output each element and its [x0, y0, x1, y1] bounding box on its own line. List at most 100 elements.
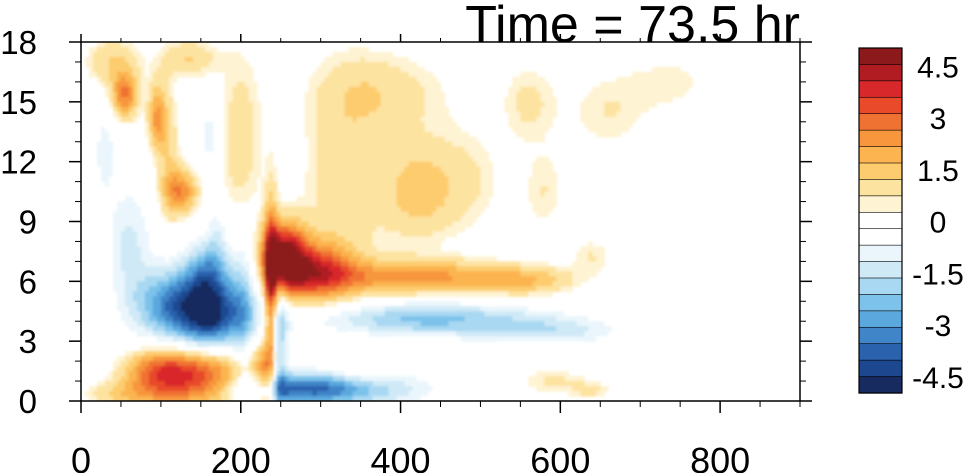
field-cell	[476, 201, 482, 208]
field-cell	[428, 331, 434, 337]
field-cell	[364, 191, 370, 198]
field-cell	[364, 71, 370, 78]
field-cell	[584, 246, 589, 253]
field-cell	[128, 211, 134, 218]
field-cell	[312, 196, 318, 203]
field-cell	[216, 286, 222, 292]
field-cell	[452, 146, 458, 153]
field-cell	[404, 141, 410, 148]
field-cell	[368, 121, 374, 128]
field-cell	[268, 316, 274, 322]
field-cell	[164, 61, 170, 68]
field-cell	[392, 176, 398, 183]
field-cell	[120, 86, 126, 93]
field-cell	[272, 296, 278, 302]
field-cell	[188, 296, 194, 302]
field-cell	[140, 241, 146, 248]
field-cell	[260, 266, 266, 272]
field-cell	[124, 51, 130, 58]
field-cell	[336, 96, 342, 103]
field-cell	[608, 106, 613, 113]
field-cell	[104, 161, 110, 168]
field-cell	[392, 236, 398, 243]
field-cell	[516, 266, 521, 272]
field-cell	[336, 221, 342, 228]
field-cell	[380, 111, 386, 118]
field-cell	[396, 211, 402, 218]
field-cell	[124, 281, 130, 287]
field-cell	[656, 66, 661, 73]
field-cell	[424, 151, 430, 158]
field-cell	[420, 261, 426, 267]
field-cell	[420, 76, 426, 83]
field-cell	[392, 156, 398, 163]
field-cell	[412, 171, 418, 178]
field-cell	[612, 91, 617, 98]
field-cell	[144, 231, 150, 238]
field-cell	[192, 256, 198, 262]
field-cell	[368, 76, 374, 83]
field-cell	[344, 101, 350, 108]
field-cell	[432, 191, 438, 198]
field-cell	[336, 56, 342, 63]
field-cell	[276, 251, 282, 258]
field-cell	[412, 321, 418, 327]
field-cell	[368, 236, 374, 243]
field-cell	[368, 126, 374, 133]
field-cell	[540, 131, 545, 138]
field-cell	[312, 146, 318, 153]
field-cell	[324, 91, 330, 98]
field-cell	[536, 311, 541, 317]
field-cell	[132, 301, 138, 307]
field-cell	[424, 241, 430, 248]
field-cell	[504, 326, 509, 332]
field-cell	[408, 236, 414, 243]
field-cell	[432, 111, 438, 118]
field-cell	[364, 311, 370, 317]
field-cell	[364, 61, 370, 68]
field-cell	[532, 126, 537, 133]
field-cell	[252, 116, 258, 123]
field-cell	[148, 86, 154, 93]
field-cell	[360, 141, 366, 148]
field-cell	[392, 206, 398, 213]
field-cell	[200, 256, 206, 262]
field-cell	[196, 196, 202, 203]
field-cell	[300, 286, 306, 292]
field-cell	[400, 91, 406, 98]
field-cell	[352, 46, 358, 53]
field-cell	[356, 51, 362, 58]
field-cell	[556, 331, 561, 337]
field-cell	[128, 266, 134, 272]
field-cell	[464, 256, 470, 262]
field-cell	[348, 226, 354, 233]
field-cell	[168, 151, 174, 158]
field-cell	[540, 176, 545, 183]
field-cell	[220, 306, 226, 312]
field-cell	[196, 56, 202, 63]
field-cell	[344, 291, 350, 297]
field-cell	[396, 236, 402, 243]
field-cell	[132, 306, 138, 312]
field-cell	[516, 311, 521, 317]
field-cell	[412, 251, 418, 258]
field-cell	[436, 306, 442, 312]
field-cell	[588, 126, 593, 133]
field-cell	[372, 276, 378, 282]
field-cell	[200, 331, 206, 337]
field-cell	[252, 286, 258, 292]
field-cell	[632, 96, 637, 103]
field-cell	[160, 51, 166, 58]
field-cell	[132, 236, 138, 243]
field-cell	[296, 236, 302, 243]
field-cell	[672, 66, 677, 73]
field-cell	[564, 316, 569, 322]
field-cell	[340, 236, 346, 243]
field-cell	[112, 56, 118, 63]
field-cell	[232, 311, 238, 317]
field-cell	[176, 66, 182, 73]
field-cell	[156, 156, 162, 163]
field-cell	[188, 241, 194, 248]
field-cell	[168, 211, 174, 218]
field-cell	[440, 196, 446, 203]
